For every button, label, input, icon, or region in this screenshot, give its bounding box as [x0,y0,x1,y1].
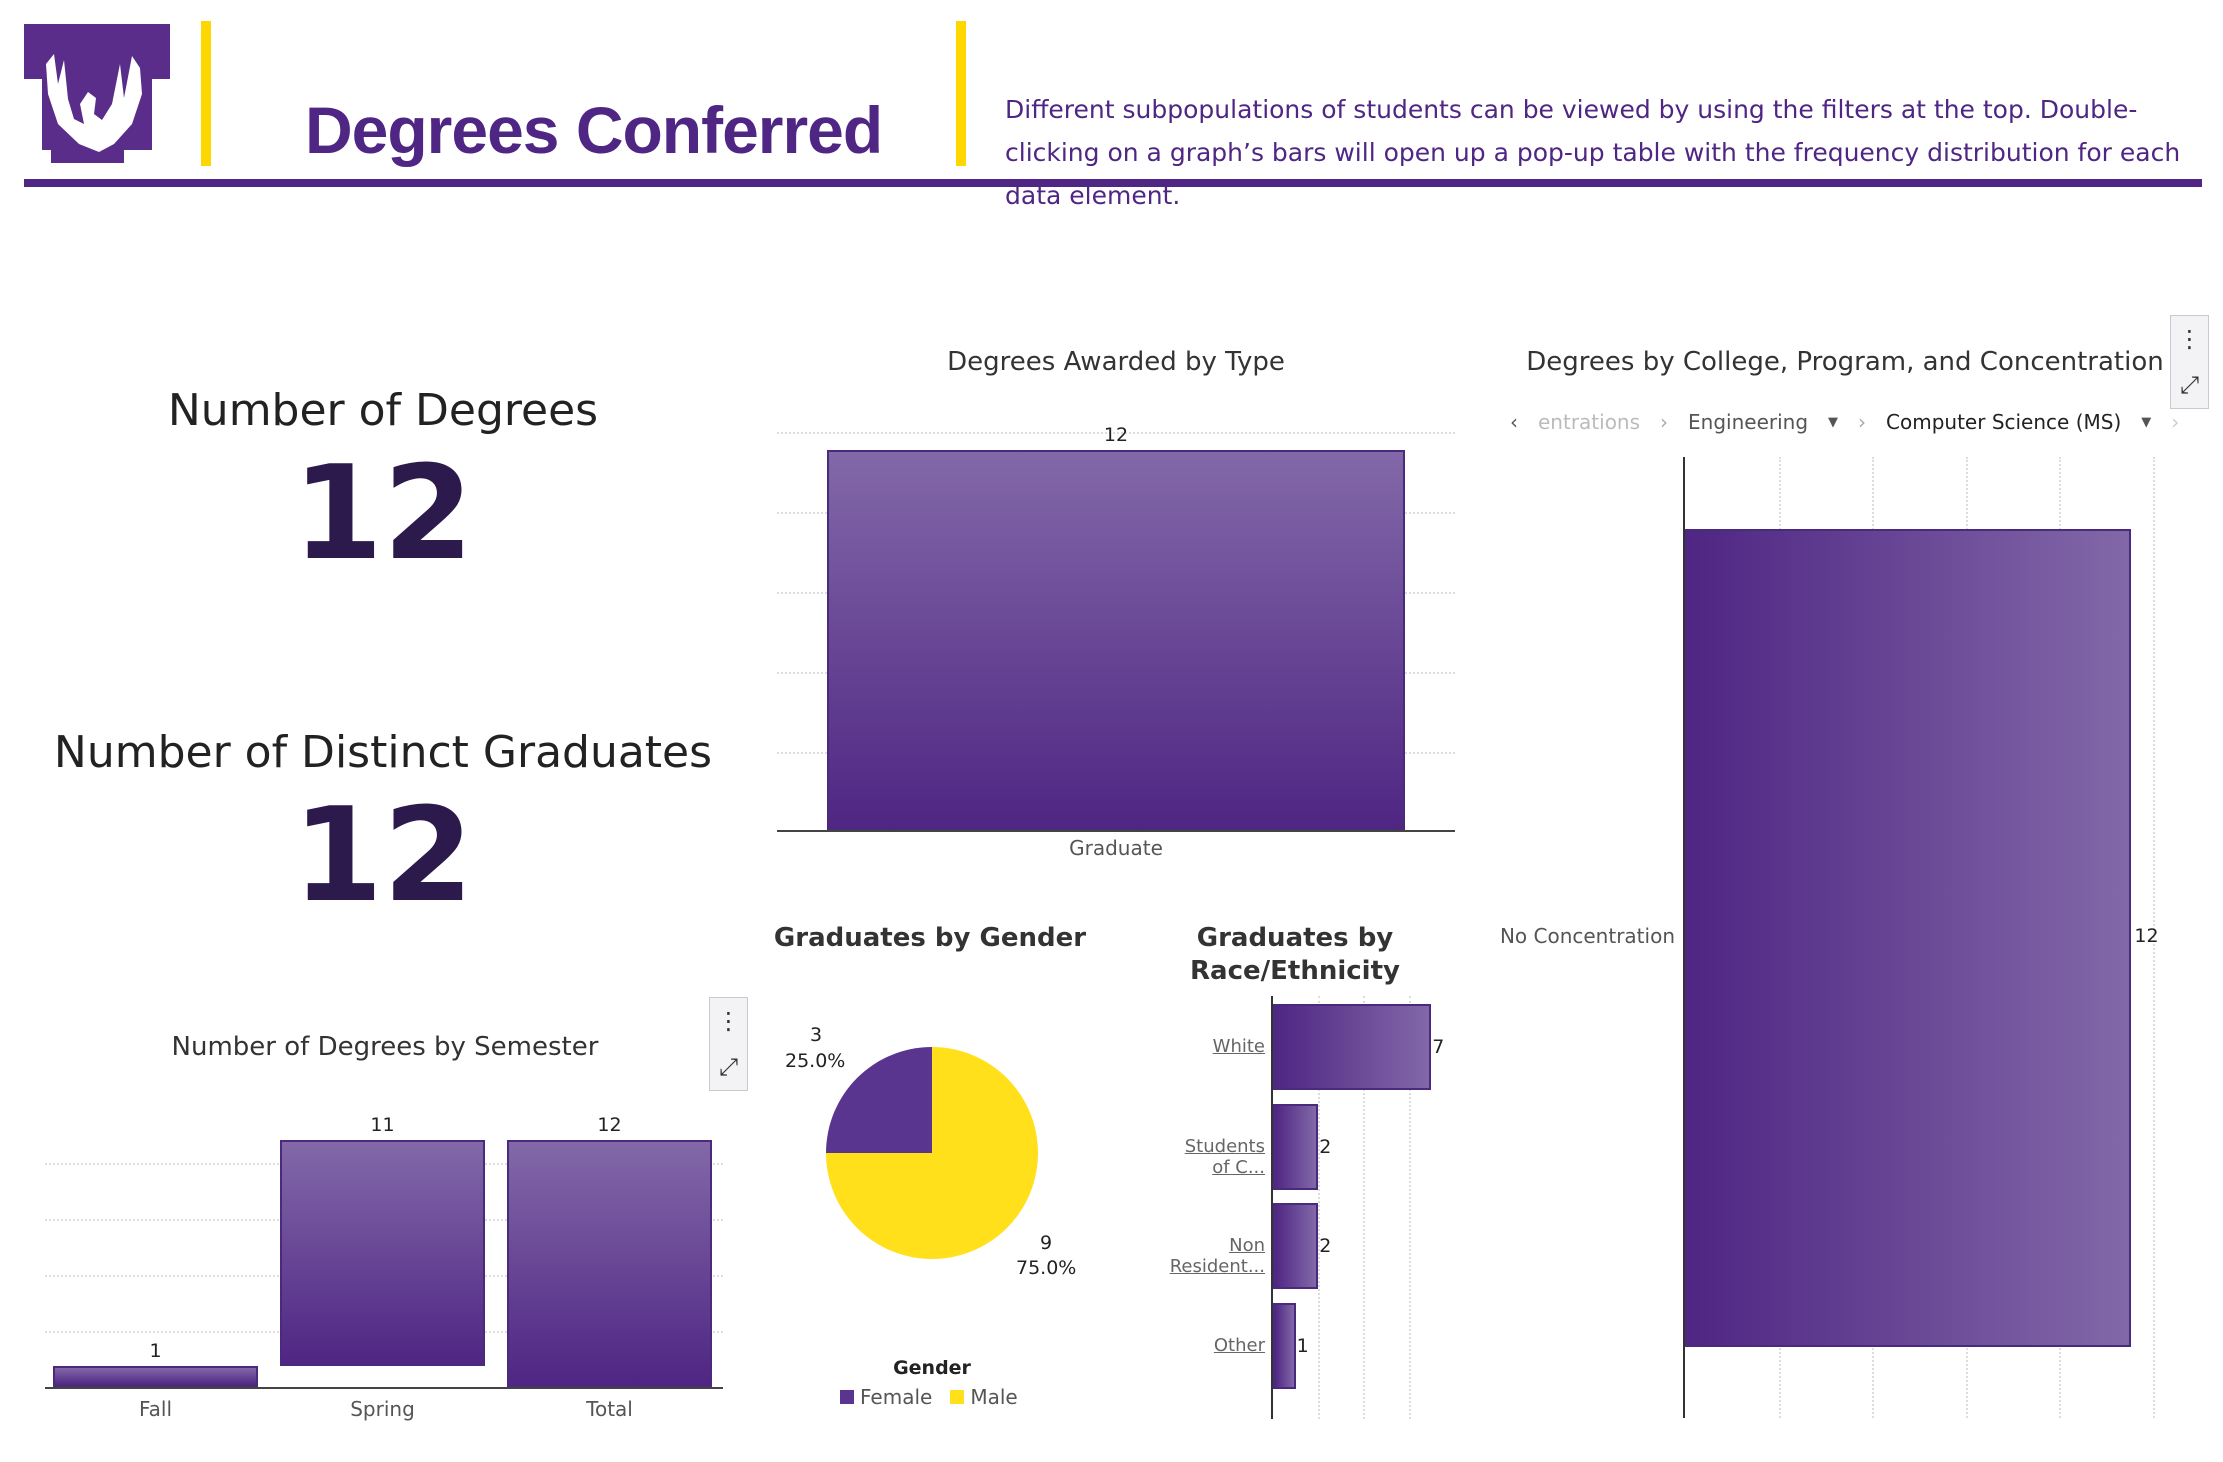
kpi-degrees-label: Number of Degrees [167,385,599,436]
more-options-icon[interactable]: ⋮ [2177,325,2202,353]
semester-chart-title: Number of Degrees by Semester [171,1032,599,1062]
college-chart-plot: 12 No Concentration [1500,457,2159,1418]
x-tick-label: Fall [138,1397,173,1421]
legend-label: Female [860,1385,933,1409]
drill-breadcrumb: ‹ entrations › Engineering ▼ › Computer … [1510,410,2179,434]
male-pct: 75.0% [1016,1257,1077,1279]
breadcrumb-item[interactable]: entrations [1538,410,1641,434]
bar-total[interactable] [507,1140,712,1387]
y-tick-label[interactable]: Students of C... [1184,1135,1265,1178]
data-label: 1 [149,1340,162,1363]
gold-divider [201,21,211,166]
bar-no-concentration[interactable] [1685,529,2132,1347]
x-tick-label: Spring [350,1397,415,1421]
y-tick-label[interactable]: White [1212,1036,1265,1057]
chevron-right-icon: › [1660,410,1669,434]
gender-legend-title: Gender [893,1357,971,1379]
legend-label: Male [970,1385,1018,1409]
male-swatch [950,1390,965,1404]
data-label: 11 [370,1114,395,1136]
legend-item-female[interactable]: Female [840,1385,932,1409]
race-chart-title: Graduates by Race/Ethnicity [1190,923,1400,986]
gender-pie [826,1047,1038,1259]
bar-race[interactable] [1273,1203,1319,1289]
page-description: Different subpopulations of students can… [1005,95,2181,210]
female-swatch [840,1390,854,1404]
gridline [777,432,1455,434]
x-tick-label: Graduate [1069,836,1163,860]
x-tick-label: Total [586,1397,633,1421]
data-label: 2 [1319,1235,1332,1257]
y-tick-label[interactable]: Non Resident... [1169,1235,1266,1277]
kpi-graduates-label: Number of Distinct Graduates [53,727,713,778]
bar-spring[interactable] [280,1140,485,1367]
male-count: 9 [1040,1232,1053,1254]
college-chart-menu[interactable]: ⋮ ⤢ [2170,315,2209,409]
gridline [1318,996,1321,1419]
university-logo [24,24,170,163]
female-pct: 25.0% [785,1050,846,1072]
bar-race[interactable] [1273,1004,1432,1090]
data-label: 2 [1319,1135,1332,1158]
semester-chart-plot: 1 Fall 11 Spring 12 Total [45,1108,723,1421]
breadcrumb-item[interactable]: Engineering [1688,410,1809,434]
more-options-icon[interactable]: ⋮ [716,1007,741,1035]
y-tick-label: No Concentration [1499,924,1675,948]
gridline [2152,457,2155,1418]
y-tick-label[interactable]: Other [1213,1334,1265,1356]
gold-divider [956,21,966,166]
type-chart-title: Degrees Awarded by Type [947,347,1285,377]
header-rule [24,179,2202,187]
breadcrumb-item-current[interactable]: Computer Science (MS) [1886,410,2122,434]
data-label: 12 [597,1114,622,1136]
semester-chart-menu[interactable]: ⋮ ⤢ [709,997,748,1091]
kpi-graduates-value: 12 [292,779,474,931]
kpi-degrees-value: 12 [292,437,474,589]
female-count: 3 [809,1024,823,1046]
page-title: Degrees Conferred [305,93,883,167]
dropdown-icon[interactable]: ▼ [2141,414,2152,430]
bar-race[interactable] [1273,1103,1319,1190]
gridline [1363,996,1366,1419]
bar-race[interactable] [1273,1302,1296,1389]
bar-graduate[interactable] [827,450,1405,830]
chevron-right-icon: › [2171,410,2180,434]
bar-fall[interactable] [53,1366,258,1387]
college-chart-title: Degrees by College, Program, and Concent… [1526,347,2164,377]
data-label: 12 [1103,424,1129,446]
chevron-right-icon: › [1858,410,1867,434]
gender-chart-title: Graduates by Gender [773,923,1087,953]
gridline [1408,996,1411,1419]
type-chart-plot: 12 Graduate [777,424,1455,860]
legend-item-male[interactable]: Male [950,1385,1018,1409]
data-label: 12 [2134,925,2159,947]
data-label: 7 [1432,1036,1445,1058]
pie-slice-female[interactable] [826,1047,932,1153]
maximize-icon[interactable]: ⤢ [718,1053,739,1081]
chevron-left-icon[interactable]: ‹ [1510,410,1518,434]
gender-legend: Female Male [840,1385,1018,1409]
dropdown-icon[interactable]: ▼ [1828,414,1839,430]
data-label: 1 [1296,1334,1309,1357]
maximize-icon[interactable]: ⤢ [2179,371,2200,399]
race-chart-plot: 7 White 2 Students of C... 2 Non Resident... 1… [1170,996,1453,1419]
